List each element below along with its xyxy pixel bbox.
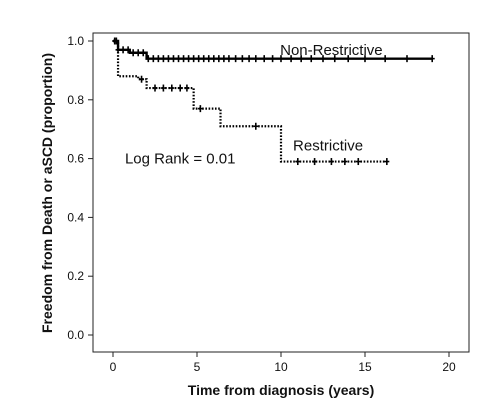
annotation-label: Log Rank = 0.01	[125, 151, 236, 168]
x-tick-label: 15	[358, 360, 372, 374]
annotation-label: Restrictive	[293, 137, 363, 154]
x-tick-label: 10	[274, 360, 288, 374]
y-axis-title: Freedom from Death or aSCD (proportion)	[39, 53, 55, 333]
series-restrictive	[112, 37, 390, 166]
x-tick-label: 20	[442, 360, 456, 374]
y-tick-label: 0.6	[67, 152, 84, 166]
x-tick-label: 5	[194, 360, 201, 374]
annotation-layer: Non-Restrictive Restrictive Log Rank = 0.0…	[125, 42, 383, 168]
series-layer	[112, 37, 435, 166]
y-tick-label: 0.8	[67, 93, 84, 107]
y-tick-label: 1.0	[67, 34, 84, 48]
x-axis-title: Time from diagnosis (years)	[188, 382, 374, 398]
y-tick-label: 0.2	[67, 269, 84, 283]
x-tick-label: 0	[110, 360, 117, 374]
y-tick-label: 0.4	[67, 210, 84, 224]
y-tick-label: 0.0	[67, 328, 84, 342]
plot-frame	[92, 32, 470, 353]
series-non-restrictive	[113, 37, 435, 63]
annotation-label: Non-Restrictive	[280, 42, 383, 59]
axis-ticks: 0 5 10 15 20 0.0 0.2 0.4 0.6 0.8 1.0	[67, 34, 456, 374]
